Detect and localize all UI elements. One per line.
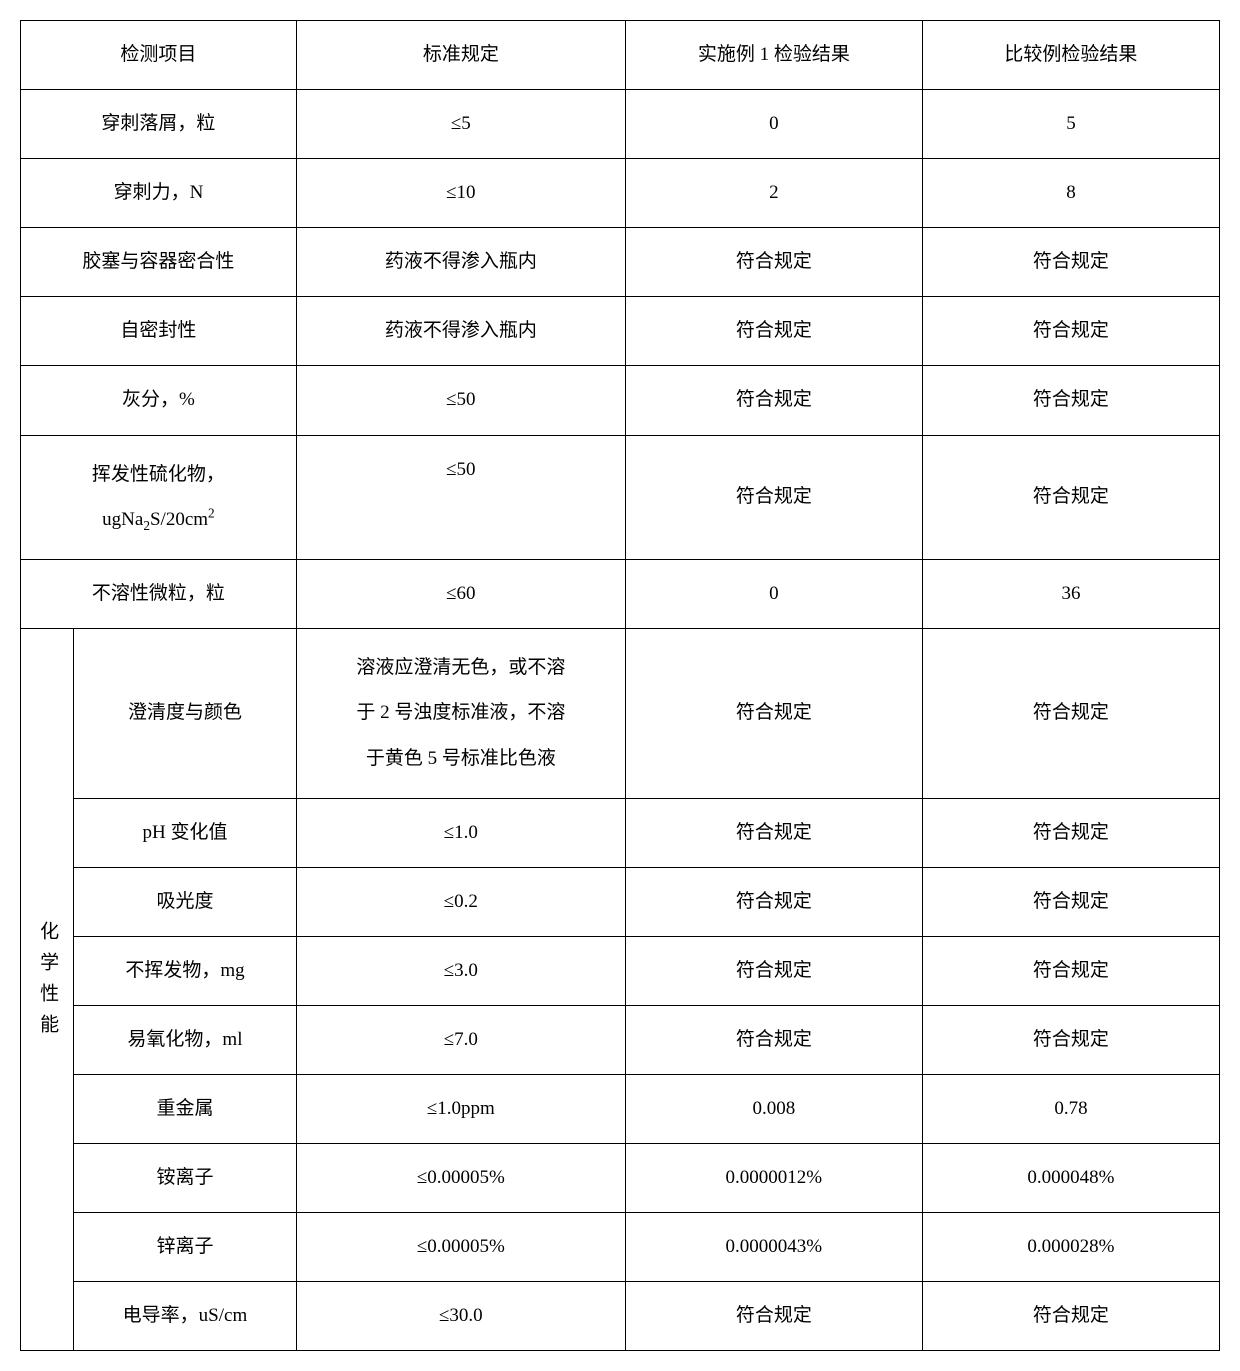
cell-standard: ≤1.0ppm <box>296 1075 625 1144</box>
cell-r2: 36 <box>922 559 1219 628</box>
cell-r1: 2 <box>625 159 922 228</box>
cell-item: 铵离子 <box>74 1144 297 1213</box>
cell-r2: 0.000028% <box>922 1213 1219 1282</box>
cell-item: 电导率，uS/cm <box>74 1282 297 1351</box>
cell-standard: ≤0.2 <box>296 867 625 936</box>
spec-table: 检测项目 标准规定 实施例 1 检验结果 比较例检验结果 穿刺落屑，粒 ≤5 0… <box>20 20 1220 1351</box>
cell-standard: ≤60 <box>296 559 625 628</box>
table-row: 自密封性 药液不得渗入瓶内 符合规定 符合规定 <box>21 297 1220 366</box>
cell-standard: 药液不得渗入瓶内 <box>296 297 625 366</box>
table-row: 挥发性硫化物，ugNa2S/20cm2 ≤50 符合规定 符合规定 <box>21 435 1220 559</box>
table-row: 锌离子 ≤0.00005% 0.0000043% 0.000028% <box>21 1213 1220 1282</box>
cell-r2: 符合规定 <box>922 936 1219 1005</box>
cell-item: 不溶性微粒，粒 <box>21 559 297 628</box>
cell-r2: 符合规定 <box>922 435 1219 559</box>
table-row: pH 变化值 ≤1.0 符合规定 符合规定 <box>21 798 1220 867</box>
cell-r1: 0 <box>625 559 922 628</box>
header-result1: 实施例 1 检验结果 <box>625 21 922 90</box>
header-standard: 标准规定 <box>296 21 625 90</box>
cell-r2: 5 <box>922 90 1219 159</box>
cell-r1: 符合规定 <box>625 798 922 867</box>
cell-r2: 符合规定 <box>922 1005 1219 1074</box>
table-row: 胶塞与容器密合性 药液不得渗入瓶内 符合规定 符合规定 <box>21 228 1220 297</box>
cell-standard: 药液不得渗入瓶内 <box>296 228 625 297</box>
table-row: 重金属 ≤1.0ppm 0.008 0.78 <box>21 1075 1220 1144</box>
cell-r1: 符合规定 <box>625 435 922 559</box>
cell-item: 易氧化物，ml <box>74 1005 297 1074</box>
table-row: 电导率，uS/cm ≤30.0 符合规定 符合规定 <box>21 1282 1220 1351</box>
cell-r1: 符合规定 <box>625 1005 922 1074</box>
header-item: 检测项目 <box>21 21 297 90</box>
cell-r2: 符合规定 <box>922 228 1219 297</box>
table-row: 吸光度 ≤0.2 符合规定 符合规定 <box>21 867 1220 936</box>
cell-item: 穿刺力，N <box>21 159 297 228</box>
table-row: 铵离子 ≤0.00005% 0.0000012% 0.000048% <box>21 1144 1220 1213</box>
cell-standard: ≤5 <box>296 90 625 159</box>
cell-r2: 符合规定 <box>922 297 1219 366</box>
cell-r2: 0.78 <box>922 1075 1219 1144</box>
table-header-row: 检测项目 标准规定 实施例 1 检验结果 比较例检验结果 <box>21 21 1220 90</box>
cell-standard: 溶液应澄清无色，或不溶于 2 号浊度标准液，不溶于黄色 5 号标准比色液 <box>296 628 625 798</box>
cell-r1: 0 <box>625 90 922 159</box>
cell-item: 挥发性硫化物，ugNa2S/20cm2 <box>21 435 297 559</box>
cell-item: 澄清度与颜色 <box>74 628 297 798</box>
cell-standard: ≤7.0 <box>296 1005 625 1074</box>
cell-r2: 符合规定 <box>922 628 1219 798</box>
cell-r1: 符合规定 <box>625 628 922 798</box>
cell-standard: ≤30.0 <box>296 1282 625 1351</box>
cell-item: 胶塞与容器密合性 <box>21 228 297 297</box>
cell-r2: 符合规定 <box>922 366 1219 435</box>
table-row: 化学性能 澄清度与颜色 溶液应澄清无色，或不溶于 2 号浊度标准液，不溶于黄色 … <box>21 628 1220 798</box>
cell-r1: 0.008 <box>625 1075 922 1144</box>
cell-r1: 符合规定 <box>625 1282 922 1351</box>
cell-r1: 0.0000043% <box>625 1213 922 1282</box>
cell-item: 穿刺落屑，粒 <box>21 90 297 159</box>
cell-r1: 符合规定 <box>625 228 922 297</box>
cell-r1: 0.0000012% <box>625 1144 922 1213</box>
cell-r1: 符合规定 <box>625 297 922 366</box>
cell-standard: ≤3.0 <box>296 936 625 1005</box>
cell-r1: 符合规定 <box>625 936 922 1005</box>
cell-r1: 符合规定 <box>625 867 922 936</box>
cell-standard: ≤50 <box>296 366 625 435</box>
cell-item: 锌离子 <box>74 1213 297 1282</box>
cell-item: 吸光度 <box>74 867 297 936</box>
cell-r2: 0.000048% <box>922 1144 1219 1213</box>
cell-r2: 符合规定 <box>922 867 1219 936</box>
cell-r1: 符合规定 <box>625 366 922 435</box>
chem-group-label-text: 化学性能 <box>29 921 65 1045</box>
cell-r2: 符合规定 <box>922 798 1219 867</box>
cell-item: pH 变化值 <box>74 798 297 867</box>
cell-item: 自密封性 <box>21 297 297 366</box>
cell-standard: ≤1.0 <box>296 798 625 867</box>
chem-group-label: 化学性能 <box>21 628 74 1351</box>
header-result2: 比较例检验结果 <box>922 21 1219 90</box>
cell-item: 不挥发物，mg <box>74 936 297 1005</box>
table-row: 易氧化物，ml ≤7.0 符合规定 符合规定 <box>21 1005 1220 1074</box>
cell-standard: ≤10 <box>296 159 625 228</box>
cell-standard: ≤50 <box>296 435 625 559</box>
cell-item: 重金属 <box>74 1075 297 1144</box>
cell-r2: 8 <box>922 159 1219 228</box>
table-row: 不溶性微粒，粒 ≤60 0 36 <box>21 559 1220 628</box>
cell-standard: ≤0.00005% <box>296 1144 625 1213</box>
table-row: 不挥发物，mg ≤3.0 符合规定 符合规定 <box>21 936 1220 1005</box>
cell-r2: 符合规定 <box>922 1282 1219 1351</box>
table-row: 灰分，% ≤50 符合规定 符合规定 <box>21 366 1220 435</box>
cell-standard: ≤0.00005% <box>296 1213 625 1282</box>
cell-item: 灰分，% <box>21 366 297 435</box>
table-row: 穿刺力，N ≤10 2 8 <box>21 159 1220 228</box>
table-row: 穿刺落屑，粒 ≤5 0 5 <box>21 90 1220 159</box>
